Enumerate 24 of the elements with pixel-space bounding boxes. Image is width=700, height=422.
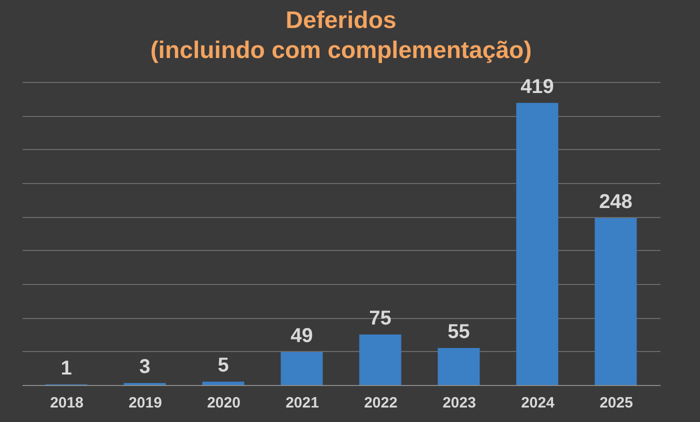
data-label: 49: [290, 325, 313, 348]
chart-title: Deferidos: [286, 6, 396, 34]
x-tick-label: 2025: [600, 394, 633, 412]
data-label: 248: [599, 191, 632, 214]
data-label: 55: [448, 320, 470, 343]
data-label: 5: [218, 354, 229, 377]
bar: [359, 334, 402, 385]
bar: [594, 218, 637, 385]
bar: [202, 382, 244, 385]
bar: [438, 348, 480, 385]
x-tick-label: 2023: [442, 394, 476, 412]
chart-subtitle: (incluindo com complementação): [150, 36, 532, 64]
data-label: 75: [369, 308, 392, 330]
data-label: 1: [60, 357, 72, 380]
x-tick-label: 2021: [286, 394, 319, 412]
x-tick-label: 2022: [364, 394, 398, 412]
bar: [516, 102, 558, 385]
x-tick-label: 2019: [128, 394, 162, 412]
x-tick-label: 2024: [521, 394, 556, 412]
data-label: 419: [520, 76, 554, 98]
bar: [280, 352, 323, 385]
x-tick-label: 2020: [207, 394, 240, 412]
data-label: 3: [139, 356, 150, 378]
x-tick-label: 2018: [50, 394, 84, 412]
